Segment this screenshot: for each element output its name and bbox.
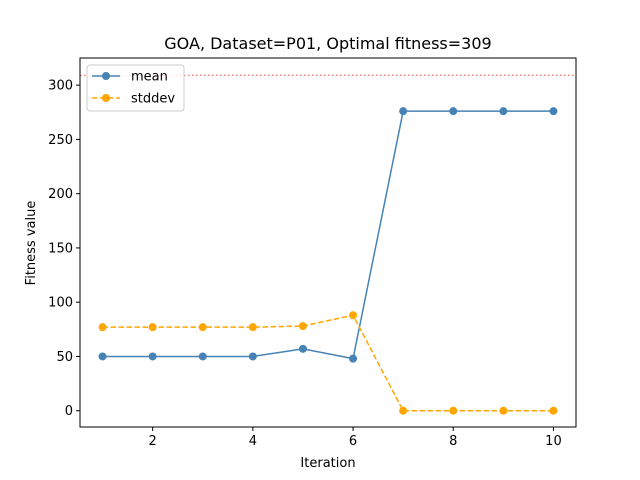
data-point-stddev-3 xyxy=(198,323,207,332)
y-tick-label-0: 0 xyxy=(65,404,73,419)
data-point-mean-2 xyxy=(148,352,157,361)
y-tick-label-50: 50 xyxy=(56,350,73,365)
data-point-mean-6 xyxy=(349,354,358,363)
plot-frame xyxy=(79,57,577,428)
x-tick-label-2: 2 xyxy=(149,434,157,449)
data-point-stddev-5 xyxy=(298,322,307,331)
data-point-stddev-2 xyxy=(148,323,157,332)
x-ticks: 2 4 6 8 10 xyxy=(149,427,562,449)
data-point-mean-3 xyxy=(198,352,207,361)
data-point-stddev-6 xyxy=(349,311,358,320)
legend-marker-stddev xyxy=(102,94,110,102)
y-tick-label-150: 150 xyxy=(48,241,73,256)
legend-label-mean: mean xyxy=(131,70,168,85)
data-point-mean-5 xyxy=(298,344,307,353)
data-point-mean-9 xyxy=(499,107,508,116)
data-point-mean-10 xyxy=(549,107,558,116)
data-point-mean-1 xyxy=(98,352,107,361)
data-point-mean-7 xyxy=(399,107,408,116)
x-axis-label: Iteration xyxy=(300,456,355,471)
data-point-stddev-1 xyxy=(98,323,107,332)
y-axis-label: Fitness value xyxy=(24,201,39,286)
legend: mean stddev xyxy=(86,64,185,112)
data-point-mean-8 xyxy=(449,107,458,116)
data-point-stddev-7 xyxy=(399,406,408,415)
legend-marker-mean xyxy=(102,72,110,80)
y-tick-label-100: 100 xyxy=(48,296,73,311)
data-point-stddev-8 xyxy=(449,406,458,415)
data-point-stddev-4 xyxy=(248,323,257,332)
series-line-stddev xyxy=(102,314,554,412)
data-point-stddev-9 xyxy=(499,406,508,415)
x-tick-label-6: 6 xyxy=(349,434,357,449)
x-tick-label-4: 4 xyxy=(249,434,257,449)
series-line-mean xyxy=(102,110,554,360)
x-tick-label-10: 10 xyxy=(545,434,562,449)
y-tick-label-250: 250 xyxy=(48,133,73,148)
data-point-stddev-10 xyxy=(549,406,558,415)
x-tick-label-8: 8 xyxy=(449,434,457,449)
data-point-mean-4 xyxy=(248,352,257,361)
series-layer xyxy=(98,107,558,415)
y-ticks: 0 50 100 150 200 250 300 xyxy=(48,79,80,419)
chart-title: GOA, Dataset=P01, Optimal fitness=309 xyxy=(164,34,491,53)
legend-label-stddev: stddev xyxy=(131,92,175,107)
y-tick-label-300: 300 xyxy=(48,79,73,94)
y-tick-label-200: 200 xyxy=(48,187,73,202)
